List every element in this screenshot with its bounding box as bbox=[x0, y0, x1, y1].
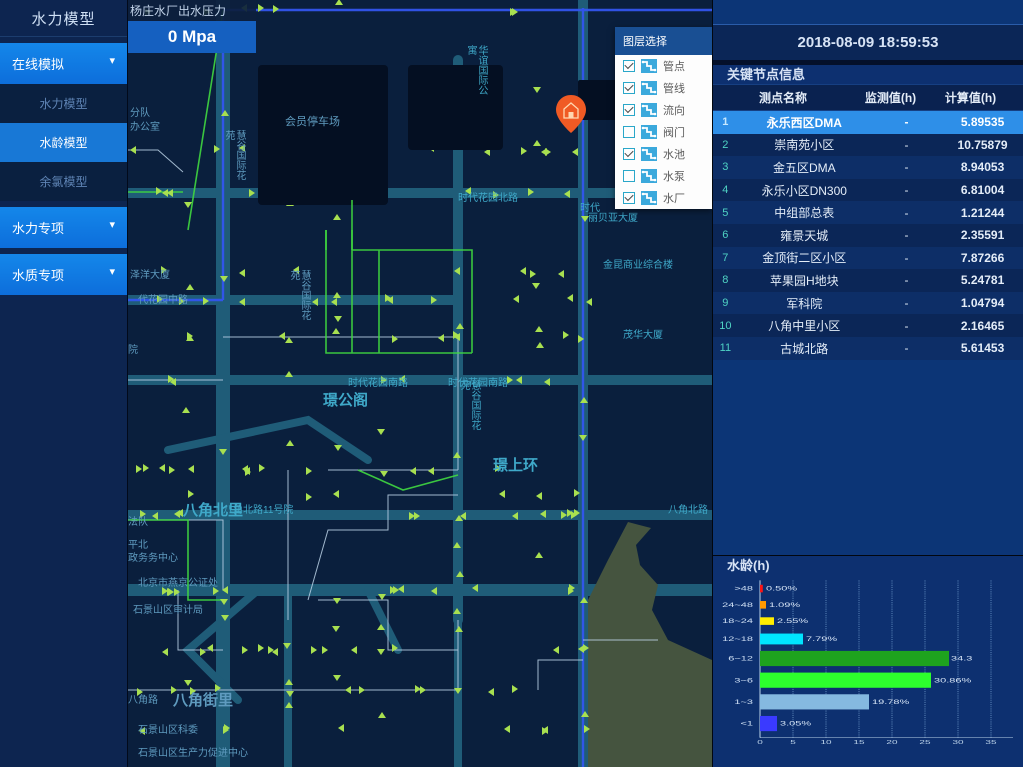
svg-text:1.09%: 1.09% bbox=[769, 602, 800, 609]
svg-text:24~48: 24~48 bbox=[722, 602, 753, 609]
svg-text:35: 35 bbox=[985, 739, 997, 745]
svg-text:>48: >48 bbox=[734, 585, 753, 592]
svg-text:30: 30 bbox=[952, 739, 964, 745]
svg-text:15: 15 bbox=[853, 739, 865, 745]
svg-text:2.55%: 2.55% bbox=[777, 618, 808, 625]
svg-text:19.78%: 19.78% bbox=[872, 699, 909, 706]
svg-text:6~12: 6~12 bbox=[728, 655, 753, 662]
svg-text:3.05%: 3.05% bbox=[780, 720, 811, 727]
svg-text:0.50%: 0.50% bbox=[766, 585, 797, 592]
svg-text:18~24: 18~24 bbox=[722, 618, 753, 625]
svg-text:0: 0 bbox=[757, 739, 763, 745]
svg-text:1~3: 1~3 bbox=[734, 699, 753, 706]
svg-text:7.79%: 7.79% bbox=[806, 636, 837, 643]
svg-text:12~18: 12~18 bbox=[722, 636, 753, 643]
svg-text:25: 25 bbox=[919, 739, 931, 745]
svg-text:20: 20 bbox=[886, 739, 898, 745]
svg-text:<1: <1 bbox=[740, 720, 753, 727]
svg-text:34.3: 34.3 bbox=[951, 655, 972, 662]
svg-text:10: 10 bbox=[820, 739, 832, 745]
svg-text:30.86%: 30.86% bbox=[934, 677, 971, 684]
svg-text:3~6: 3~6 bbox=[734, 677, 753, 684]
svg-text:5: 5 bbox=[790, 739, 796, 745]
